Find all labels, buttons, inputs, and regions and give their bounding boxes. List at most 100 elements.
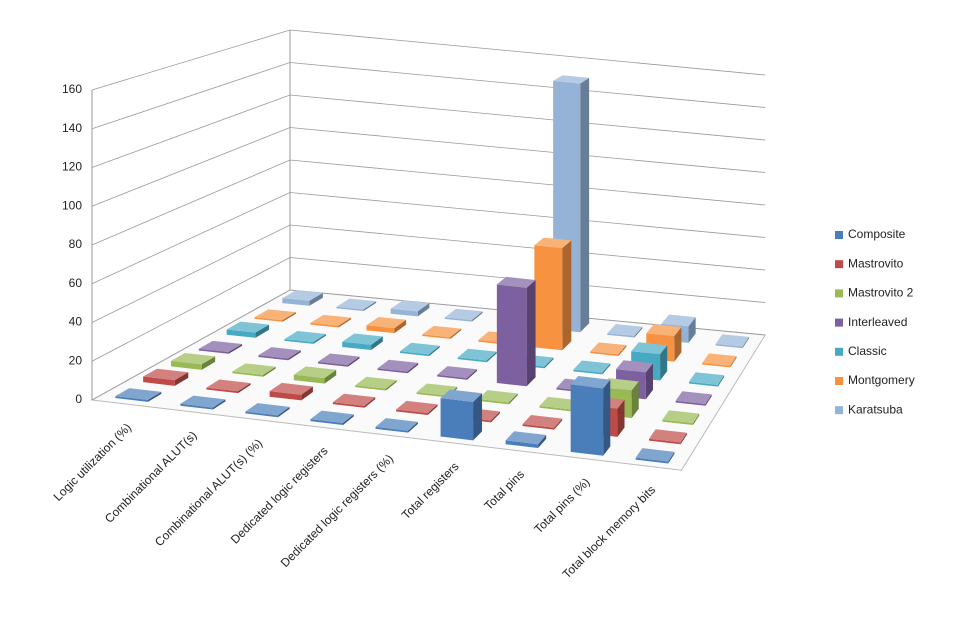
bar-front — [115, 396, 148, 402]
bar-top — [505, 431, 547, 445]
bar-top — [258, 347, 301, 359]
bar — [180, 395, 226, 410]
bar-side — [538, 435, 547, 449]
legend-swatch — [835, 260, 843, 269]
bar-top — [355, 376, 397, 389]
y-tick-label: 140 — [62, 121, 82, 135]
legend-label: Mastrovito — [848, 256, 904, 270]
bar-front — [282, 298, 310, 306]
y-tick-label: 20 — [69, 353, 83, 367]
legend-swatch — [835, 289, 843, 298]
bar-top — [702, 353, 737, 366]
bar-top — [390, 300, 430, 312]
bar-front — [688, 381, 718, 387]
bar — [662, 410, 700, 426]
bar-side — [407, 362, 419, 374]
bar-side — [309, 292, 323, 306]
bar-side — [212, 399, 226, 410]
bar-top — [377, 359, 419, 372]
bar-front — [400, 351, 429, 357]
bar-side — [617, 399, 625, 437]
grid-line — [91, 127, 766, 207]
bar — [688, 372, 725, 387]
bar-top — [170, 353, 216, 365]
bar-side — [371, 336, 383, 350]
bar-front — [675, 400, 706, 406]
bar-top — [282, 290, 323, 301]
bar-front — [534, 245, 563, 351]
bar-top — [539, 396, 579, 410]
bar-side — [660, 345, 668, 381]
bar — [505, 431, 547, 449]
bar-side — [717, 375, 725, 387]
bar-side — [742, 336, 749, 349]
grid-line — [91, 62, 766, 130]
bar-front — [440, 397, 474, 441]
bar-top — [675, 391, 712, 405]
legend-swatch — [835, 377, 843, 385]
bar-side — [427, 404, 438, 416]
y-tick-label: 0 — [75, 392, 82, 406]
legend-label: Interleaved — [848, 315, 907, 329]
bar-side — [730, 356, 737, 368]
bar-side — [301, 386, 313, 401]
y-tick-label: 100 — [62, 198, 82, 212]
bar — [396, 400, 438, 416]
bar-front — [478, 399, 509, 405]
bar-top — [607, 324, 643, 336]
bar-front — [607, 333, 635, 338]
bar — [366, 316, 407, 334]
bar-top — [366, 316, 407, 329]
bar-side — [277, 406, 290, 418]
bar — [310, 410, 354, 425]
bar-side — [486, 351, 497, 363]
bar-top — [143, 368, 189, 381]
legend-label: Mastrovito 2 — [848, 286, 914, 300]
bar-front — [590, 351, 619, 356]
bar-side — [693, 413, 700, 426]
bar-front — [206, 387, 239, 394]
bar-front — [269, 391, 302, 401]
legend-swatch — [835, 231, 843, 239]
bar-front — [310, 419, 343, 425]
bar-side — [473, 393, 483, 441]
bar-front — [258, 355, 289, 361]
legend-label: Montgomery — [848, 373, 915, 387]
bar-top — [590, 342, 627, 355]
bar — [269, 382, 313, 401]
bar-top — [198, 340, 243, 353]
bar-top — [284, 331, 326, 343]
bar-top — [600, 378, 639, 391]
bar-side — [363, 301, 377, 312]
bar-side — [324, 369, 337, 384]
bar — [390, 300, 430, 317]
bar-top — [553, 75, 590, 84]
grid-line — [91, 94, 766, 168]
bar-side — [618, 345, 627, 356]
bar — [457, 348, 497, 363]
bar-side — [562, 240, 572, 351]
bar — [715, 334, 749, 349]
bar-side — [201, 356, 216, 370]
bar-front — [635, 457, 669, 464]
x-tick-label: Total pins — [481, 467, 527, 513]
bar-front — [310, 322, 339, 328]
bar-side — [417, 303, 430, 317]
bar — [675, 391, 712, 406]
bar-top — [616, 360, 653, 373]
bar-front — [355, 385, 386, 391]
bar-top — [115, 388, 162, 400]
bar-top — [646, 324, 682, 337]
bar-front — [180, 403, 213, 410]
bar-top — [496, 276, 536, 288]
bar-side — [490, 411, 500, 423]
bar-top — [457, 348, 497, 361]
bar — [635, 448, 675, 464]
bar-front — [254, 317, 283, 322]
bar-top — [444, 308, 483, 321]
bar-top — [396, 400, 438, 414]
y-tick-label: 160 — [62, 82, 82, 96]
bar-front — [570, 384, 604, 456]
bar-side — [238, 383, 251, 394]
